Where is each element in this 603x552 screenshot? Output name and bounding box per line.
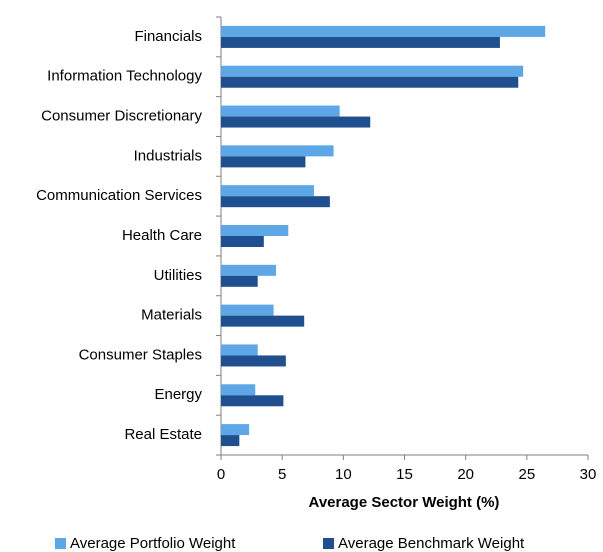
- bar: [221, 156, 306, 168]
- bar: [221, 384, 256, 396]
- bar: [221, 435, 240, 447]
- bar: [221, 116, 371, 128]
- bar: [221, 355, 286, 367]
- legend-swatch: [55, 538, 66, 549]
- y-tick-label: Real Estate: [124, 426, 202, 443]
- x-tick-label: 0: [217, 466, 225, 483]
- bar: [221, 196, 330, 208]
- y-tick-label: Consumer Staples: [79, 346, 202, 363]
- x-tick-label: 25: [518, 466, 535, 483]
- y-tick-label: Materials: [141, 307, 202, 324]
- y-tick-label: Information Technology: [47, 68, 202, 85]
- bar: [221, 65, 524, 77]
- bar: [221, 304, 274, 316]
- bar: [221, 76, 519, 88]
- bar: [221, 275, 258, 287]
- bar: [221, 185, 314, 197]
- y-tick-label: Consumer Discretionary: [41, 108, 202, 125]
- legend-swatch: [323, 538, 334, 549]
- x-tick-label: 30: [580, 466, 597, 483]
- y-tick-label: Communication Services: [36, 187, 202, 204]
- y-tick-label: Energy: [154, 386, 202, 403]
- x-tick-label: 20: [457, 466, 474, 483]
- x-tick-label: 5: [278, 466, 286, 483]
- bar: [221, 145, 334, 157]
- bar: [221, 36, 500, 48]
- y-tick-label: Financials: [134, 28, 202, 45]
- bar: [221, 344, 258, 356]
- legend-label: Average Benchmark Weight: [338, 535, 525, 552]
- bar: [221, 236, 264, 247]
- x-tick-label: 15: [396, 466, 413, 483]
- bar: [221, 264, 277, 276]
- y-tick-label: Health Care: [122, 227, 202, 244]
- x-axis-label: Average Sector Weight (%): [309, 494, 500, 511]
- y-tick-label: Utilities: [154, 267, 202, 284]
- y-tick-label: Industrials: [134, 147, 202, 164]
- x-tick-label: 10: [335, 466, 352, 483]
- bar: [221, 424, 250, 436]
- bar: [221, 315, 305, 327]
- legend-label: Average Portfolio Weight: [70, 535, 236, 552]
- bar: [221, 105, 340, 117]
- bar: [221, 225, 289, 236]
- bar: [221, 395, 284, 407]
- bar: [221, 25, 546, 37]
